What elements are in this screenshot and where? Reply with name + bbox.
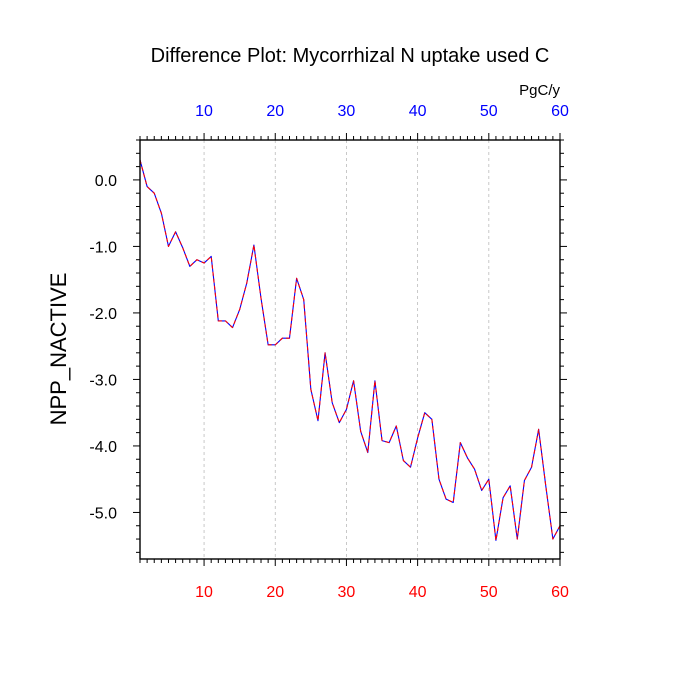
axis-ticks xyxy=(133,133,567,566)
tick-labels: 10 10 20 20 30 30 40 40 50 50 60 60 0.0 -1.0 -2.0 -3.0 -… xyxy=(89,103,569,601)
y-axis-label: NPP_NACTIVE xyxy=(46,273,71,426)
x-top-tick-label: 60 xyxy=(551,103,569,120)
x-tick-label: 30 xyxy=(338,584,356,601)
y-tick-label: -1.0 xyxy=(89,239,117,256)
y-tick-label: -5.0 xyxy=(89,505,117,522)
x-top-tick-label: 40 xyxy=(409,103,427,120)
x-tick-label: 20 xyxy=(266,584,284,601)
x-tick-label: 10 xyxy=(195,584,213,601)
y-tick-label: -4.0 xyxy=(89,439,117,456)
grid-lines xyxy=(203,140,490,559)
x-top-tick-label: 30 xyxy=(338,103,356,120)
series-lines xyxy=(139,159,561,541)
y-tick-label: -3.0 xyxy=(89,372,117,389)
x-top-tick-label: 50 xyxy=(480,103,498,120)
y-tick-label: 0.0 xyxy=(95,173,117,190)
top-axis-unit: PgC/y xyxy=(519,82,560,99)
plot-frame xyxy=(139,139,561,560)
x-top-tick-label: 10 xyxy=(195,103,213,120)
x-tick-label: 40 xyxy=(409,584,427,601)
series-line-dashed xyxy=(139,159,561,541)
y-tick-label: -2.0 xyxy=(89,306,117,323)
x-top-tick-label: 20 xyxy=(266,103,284,120)
x-tick-label: 50 xyxy=(480,584,498,601)
x-tick-label: 60 xyxy=(551,584,569,601)
series-line xyxy=(139,159,561,541)
chart-title: Difference Plot: Mycorrhizal N uptake us… xyxy=(151,45,550,67)
